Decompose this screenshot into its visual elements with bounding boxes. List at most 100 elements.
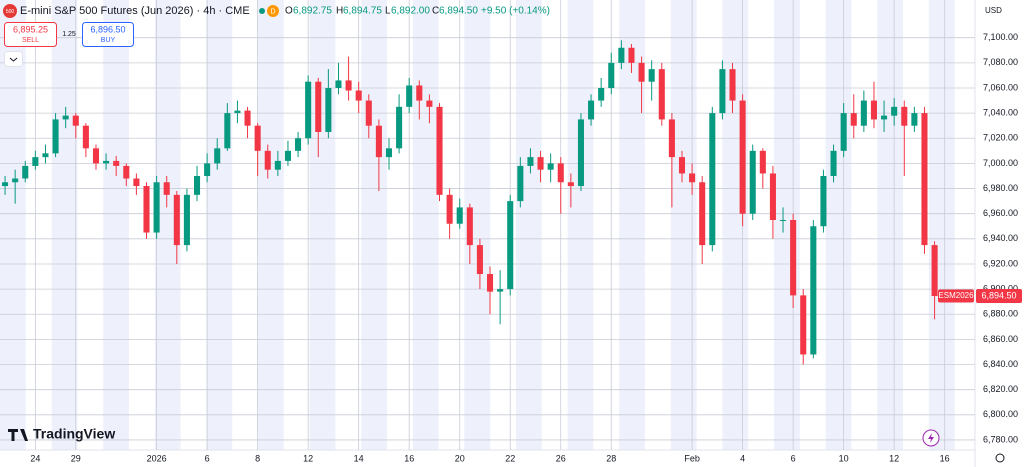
candle-body [365,100,372,126]
candle-body [163,182,170,195]
candle-body [456,207,463,224]
candle-body [12,178,19,183]
brand: TradingView [33,426,115,442]
candle-body [891,106,898,116]
candle-body [881,115,888,120]
candle-body [416,85,423,101]
candle-body [173,194,180,246]
sell-button[interactable] [4,22,57,47]
candle-body [355,90,362,101]
x-tick-label: 6 [791,453,796,463]
candle-body [476,245,483,275]
candle-body [325,87,332,132]
candle-body [850,113,857,126]
candle-body [790,219,797,296]
x-tick-label: 12 [889,453,899,463]
candle-body [143,186,150,233]
legend-label: L [385,6,391,17]
y-tick-label: 7,040.00 [983,108,1018,118]
candle-body [507,201,514,290]
candle-body [588,100,595,120]
x-tick-label: 10 [839,453,849,463]
candle-body [82,125,89,149]
candle-body [224,113,231,149]
candle-body [598,87,605,101]
candle-body [295,138,302,151]
candle-body [830,150,837,176]
chevron-icon [9,57,18,62]
y-tick-label: 6,960.00 [983,208,1018,218]
candle-body [911,113,918,126]
candle-body [426,100,433,107]
y-tick-label: 7,000.00 [983,158,1018,168]
candle-body [335,80,342,88]
candle-body [2,182,9,187]
x-tick-label: 8 [255,453,260,463]
x-tick-label: 28 [606,453,616,463]
candle-body [274,160,281,170]
candle-body [446,194,453,224]
y-tick-label: 6,980.00 [983,183,1018,193]
x-tick-label: 14 [354,453,364,463]
candle-body [52,119,59,154]
y-tick-label: 7,060.00 [983,82,1018,92]
candle-body [739,100,746,214]
candle-body [860,100,867,126]
candle-body [396,106,403,149]
candle-body [385,148,393,158]
candle-body [345,80,352,91]
candle-body [183,194,190,246]
collapse-button[interactable] [4,51,23,67]
candle-body [749,150,756,214]
x-tick-label: 4 [740,453,745,463]
y-tick-label: 6,800.00 [983,409,1018,419]
legend-label: H [336,6,343,17]
candle-body [699,182,706,246]
buy-button[interactable] [82,22,134,47]
status-dot [259,8,265,14]
x-tick-label: 29 [71,453,81,463]
candle-body [719,69,726,114]
candle-body [658,69,665,120]
x-tick-label: 20 [455,453,465,463]
candle-body [628,47,635,63]
candle-body [284,150,291,161]
candle-body [547,163,554,170]
x-tick-label: 16 [404,453,414,463]
candle-body [123,165,130,179]
candle-body [608,62,615,88]
y-tick-label: 6,920.00 [983,258,1018,268]
candle-body [800,295,807,355]
candle-body [22,165,29,179]
candle-body [234,110,241,114]
y-tick-label: 6,820.00 [983,384,1018,394]
candle-body [931,245,938,297]
tv-logo [8,429,28,441]
candle-body [113,160,120,166]
y-tick-label: 7,100.00 [983,32,1018,42]
legend-change: +9.50 (+0.14%) [481,6,550,17]
y-tick-label: 6,900.00 [983,283,1018,293]
data-badge: D [270,8,275,15]
candle-body [537,157,544,170]
candle-body [567,182,574,187]
candle-body [709,113,716,246]
candle-body [133,178,140,187]
candle-body [810,226,817,355]
candle-body [305,81,312,139]
candle-body [870,100,877,120]
y-tick-label: 6,940.00 [983,233,1018,243]
candle-body [517,165,524,202]
y-tick-label: 6,780.00 [983,434,1018,444]
legend-value: 6,894.75 [343,6,382,17]
candle-body [244,110,251,126]
candle-body [103,160,110,164]
candle-body [557,163,564,183]
candle-body [689,173,696,183]
settings-icon[interactable] [995,453,1005,463]
candle-body [193,175,201,195]
x-tick-label: 26 [556,453,566,463]
chart-title: E-mini S&P 500 Futures (Jun 2026) · 4h ·… [20,5,250,17]
y-tick-label: 6,860.00 [983,334,1018,344]
